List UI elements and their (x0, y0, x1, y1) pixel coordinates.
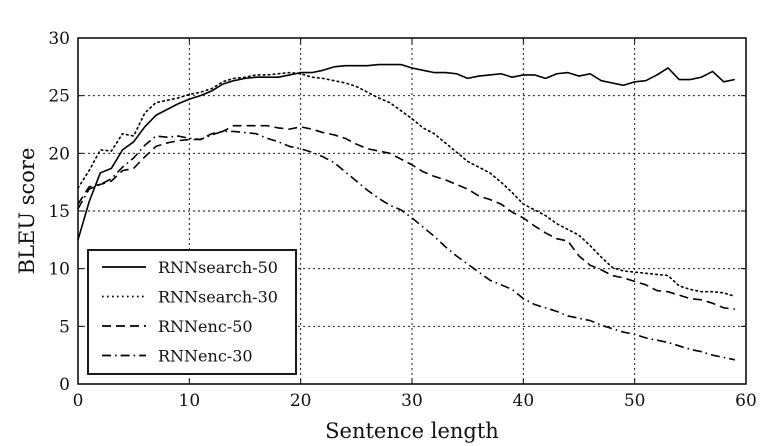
legend: RNNsearch-50 RNNsearch-30 RNNenc-50 RNNenc-… (87, 249, 297, 375)
x-tick-label: 20 (290, 391, 312, 411)
y-tick-label: 15 (48, 202, 70, 222)
y-tick-label: 10 (48, 260, 70, 280)
legend-label: RNNenc-50 (158, 317, 253, 336)
series-line-2 (77, 124, 735, 310)
x-tick-label: 50 (624, 391, 646, 411)
y-tick-label: 20 (48, 144, 70, 164)
y-tick-label: 5 (59, 317, 70, 337)
y-tick-label: 0 (59, 375, 70, 395)
axis-ticks: 0 10 20 30 40 50 60 0 5 10 15 20 25 30 (48, 29, 756, 411)
y-tick-label: 30 (48, 29, 70, 49)
legend-box (87, 249, 297, 375)
series-line-1 (77, 71, 736, 298)
x-tick-label: 30 (401, 391, 423, 411)
series-lines (77, 63, 736, 361)
legend-label: RNNsearch-50 (158, 258, 278, 277)
legend-label: RNNsearch-30 (158, 288, 278, 307)
x-tick-label: 0 (73, 391, 84, 411)
series-line-3 (77, 130, 736, 361)
y-axis-label: BLEU score (15, 148, 39, 275)
x-tick-label: 60 (735, 391, 757, 411)
y-tick-label: 25 (48, 87, 70, 107)
x-tick-label: 40 (513, 391, 535, 411)
x-axis-label: Sentence length (325, 419, 499, 443)
x-tick-label: 10 (179, 391, 201, 411)
series-line-0 (77, 63, 736, 241)
legend-label: RNNenc-30 (158, 347, 253, 366)
